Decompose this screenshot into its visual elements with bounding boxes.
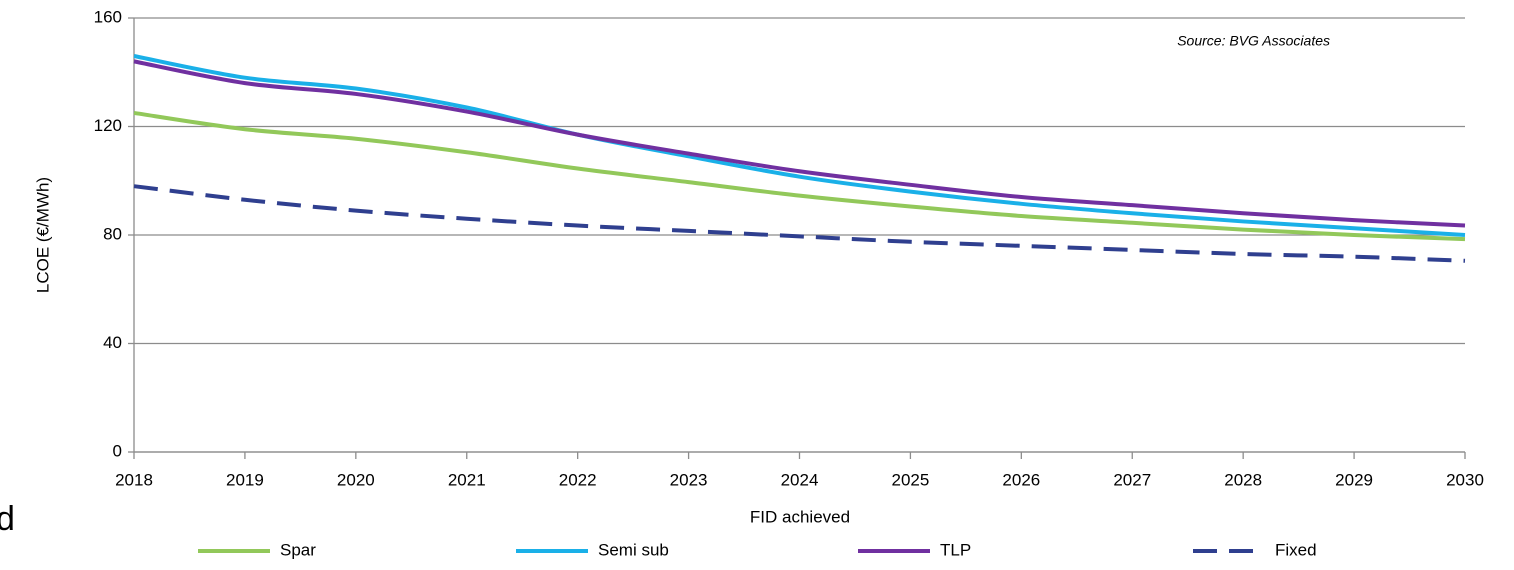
x-axis-label: FID achieved — [750, 507, 850, 526]
y-tick-label: 40 — [103, 333, 122, 352]
side-text: d — [0, 500, 15, 538]
series-line — [133, 184, 1466, 263]
legend-label: Spar — [280, 540, 316, 559]
x-tick-label: 2028 — [1224, 470, 1262, 489]
x-tick-label: 2018 — [115, 470, 153, 489]
y-tick-label: 0 — [113, 441, 122, 460]
series-line — [133, 110, 1466, 242]
x-tick-label: 2024 — [781, 470, 819, 489]
x-tick-label: 2030 — [1446, 470, 1484, 489]
x-tick-label: 2026 — [1002, 470, 1040, 489]
x-tick-label: 2025 — [892, 470, 930, 489]
y-tick-label: 80 — [103, 224, 122, 243]
y-axis-label: LCOE (€/MWh) — [33, 177, 52, 293]
x-tick-label: 2023 — [670, 470, 708, 489]
x-tick-label: 2027 — [1113, 470, 1151, 489]
x-tick-label: 2022 — [559, 470, 597, 489]
x-tick-label: 2021 — [448, 470, 486, 489]
legend-label: Fixed — [1275, 540, 1317, 559]
y-tick-label: 120 — [94, 116, 122, 135]
y-tick-label: 160 — [94, 7, 122, 26]
x-tick-label: 2020 — [337, 470, 375, 489]
series-line — [133, 59, 1466, 228]
annotation: Source: BVG Associates — [1177, 33, 1330, 49]
legend-label: Semi sub — [598, 540, 669, 559]
legend-label: TLP — [940, 540, 971, 559]
x-tick-label: 2019 — [226, 470, 264, 489]
x-tick-label: 2029 — [1335, 470, 1373, 489]
series-line — [133, 54, 1466, 237]
